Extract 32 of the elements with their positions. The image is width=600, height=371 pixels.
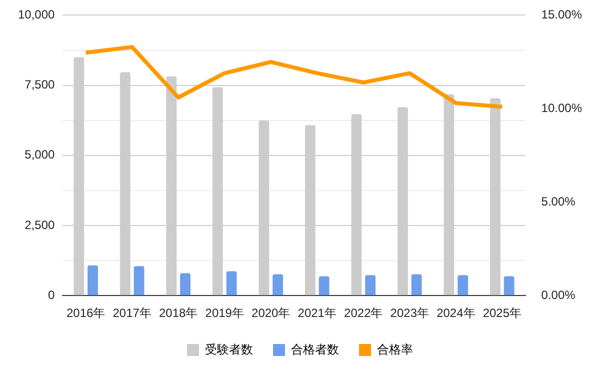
x-tick-label: 2016年	[66, 306, 106, 320]
bar	[88, 265, 98, 296]
x-tick-label: 2022年	[344, 306, 383, 320]
y-tick-label: 7,500	[24, 78, 56, 92]
y2-tick-label: 10.00%	[541, 100, 582, 115]
x-tick-label: 2019年	[205, 306, 244, 320]
x-tick-label: 2018年	[159, 306, 198, 320]
bar	[226, 271, 237, 296]
y-tick-label: 5,000	[24, 148, 56, 162]
y2-tick-label: 5.00%	[541, 194, 576, 208]
bar	[134, 266, 144, 296]
legend-label: 合格率	[377, 342, 413, 356]
bar	[180, 273, 190, 296]
legend-label: 合格者数	[291, 342, 339, 356]
bar	[318, 276, 330, 296]
x-tick-label: 2021年	[298, 306, 336, 320]
bar	[365, 275, 376, 296]
y2-tick-label: 0.00%	[541, 288, 576, 302]
x-tick-label: 2020年	[252, 306, 290, 320]
bar	[411, 274, 422, 296]
y2-tick-label: 15.00%	[541, 8, 582, 22]
bar	[458, 275, 468, 296]
x-tick-label: 2025年	[482, 306, 522, 320]
x-tick-label: 2024年	[436, 306, 476, 320]
y-tick-label: 0	[48, 288, 56, 302]
bar	[504, 276, 514, 296]
y-tick-label: 10,000	[18, 8, 56, 22]
x-tick-label: 2023年	[390, 306, 430, 320]
x-tick-label: 2017年	[112, 306, 152, 320]
bar	[272, 274, 284, 296]
y-tick-label: 2,500	[24, 218, 56, 232]
legend-label: 受験者数	[205, 342, 253, 356]
